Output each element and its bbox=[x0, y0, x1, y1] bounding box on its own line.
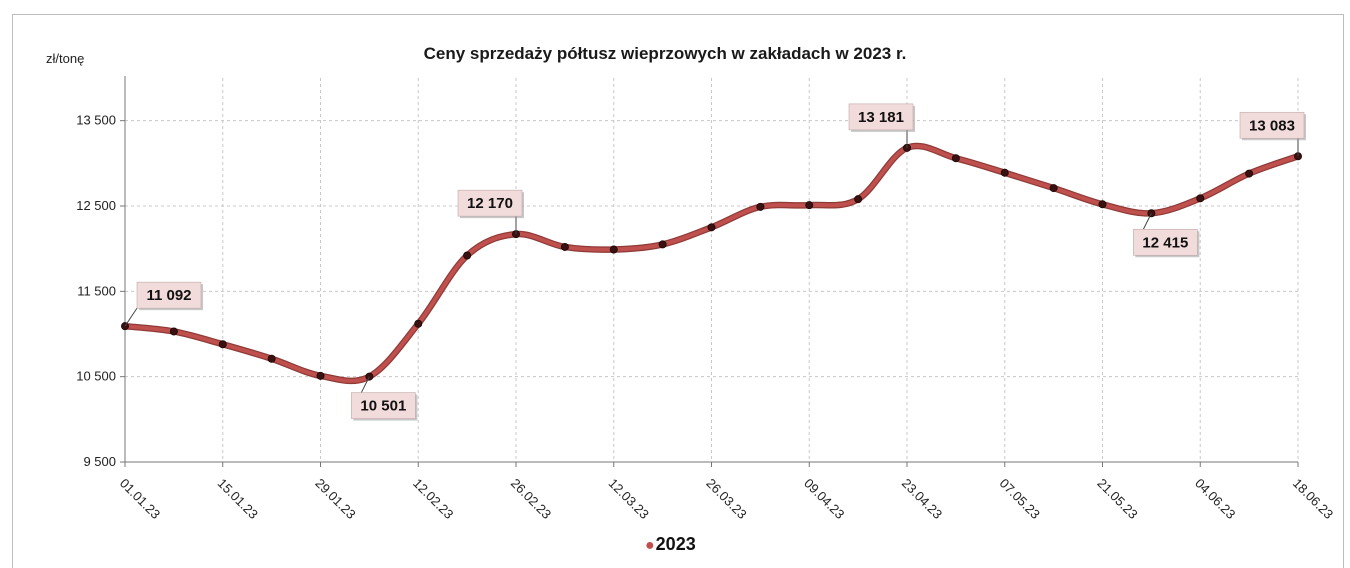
x-tick-label: 12.03.23 bbox=[606, 476, 652, 522]
legend-marker-icon: ● bbox=[645, 537, 655, 554]
y-tick-label: 10 500 bbox=[76, 369, 116, 384]
y-tick-label: 9 500 bbox=[83, 454, 116, 469]
data-label-box bbox=[1133, 228, 1198, 256]
data-point bbox=[1245, 169, 1254, 178]
y-unit-label: zł/tonę bbox=[46, 51, 85, 66]
data-label: 13 083 bbox=[1249, 117, 1295, 134]
legend: ●2023 bbox=[645, 534, 696, 555]
data-label-box bbox=[848, 103, 914, 131]
x-tick-label: 23.04.23 bbox=[899, 476, 945, 522]
x-tick-label: 04.06.23 bbox=[1192, 476, 1238, 522]
data-point bbox=[1049, 184, 1058, 193]
data-point bbox=[707, 223, 716, 232]
x-tick-label: 07.05.23 bbox=[997, 476, 1043, 522]
y-tick-label: 12 500 bbox=[76, 198, 116, 213]
data-point bbox=[414, 319, 423, 328]
x-tick-label: 15.01.23 bbox=[215, 476, 261, 522]
x-tick-label: 26.02.23 bbox=[508, 476, 554, 522]
data-label: 10 501 bbox=[360, 398, 406, 415]
data-label-box bbox=[1239, 111, 1305, 139]
data-point bbox=[1000, 168, 1009, 177]
data-point bbox=[951, 154, 960, 163]
chart-title: Ceny sprzedaży półtusz wieprzowych w zak… bbox=[423, 44, 907, 63]
x-tick-label: 21.05.23 bbox=[1094, 476, 1140, 522]
x-tick-label: 01.01.23 bbox=[117, 476, 163, 522]
data-point bbox=[560, 242, 569, 251]
chart-frame bbox=[12, 14, 1344, 568]
data-label-leader bbox=[1142, 213, 1152, 230]
data-label: 12 415 bbox=[1142, 234, 1188, 251]
data-point bbox=[267, 354, 276, 363]
data-point bbox=[1098, 200, 1107, 209]
data-point bbox=[463, 251, 472, 260]
data-label: 12 170 bbox=[467, 195, 513, 212]
data-point bbox=[169, 327, 178, 336]
data-point bbox=[609, 245, 618, 254]
data-point bbox=[1196, 194, 1205, 203]
y-tick-label: 11 500 bbox=[77, 283, 116, 298]
data-label-box bbox=[457, 189, 523, 217]
data-label-box bbox=[351, 392, 416, 419]
x-tick-label: 18.06.23 bbox=[1290, 476, 1336, 522]
legend-series-name: 2023 bbox=[655, 534, 696, 554]
x-tick-label: 29.01.23 bbox=[312, 476, 358, 522]
data-label-leader bbox=[360, 376, 370, 393]
data-label-box bbox=[136, 281, 202, 309]
data-point bbox=[316, 371, 325, 380]
y-tick-label: 13 500 bbox=[76, 113, 116, 128]
data-point bbox=[805, 201, 814, 210]
data-label: 11 092 bbox=[146, 287, 191, 304]
x-tick-label: 26.03.23 bbox=[703, 476, 749, 522]
x-tick-label: 09.04.23 bbox=[801, 476, 847, 522]
data-point bbox=[218, 340, 227, 349]
data-label: 13 181 bbox=[858, 109, 904, 126]
x-tick-label: 12.02.23 bbox=[410, 476, 456, 522]
data-point bbox=[658, 240, 667, 249]
data-point bbox=[854, 195, 863, 204]
data-point bbox=[756, 202, 765, 211]
data-label-leader bbox=[124, 307, 138, 327]
